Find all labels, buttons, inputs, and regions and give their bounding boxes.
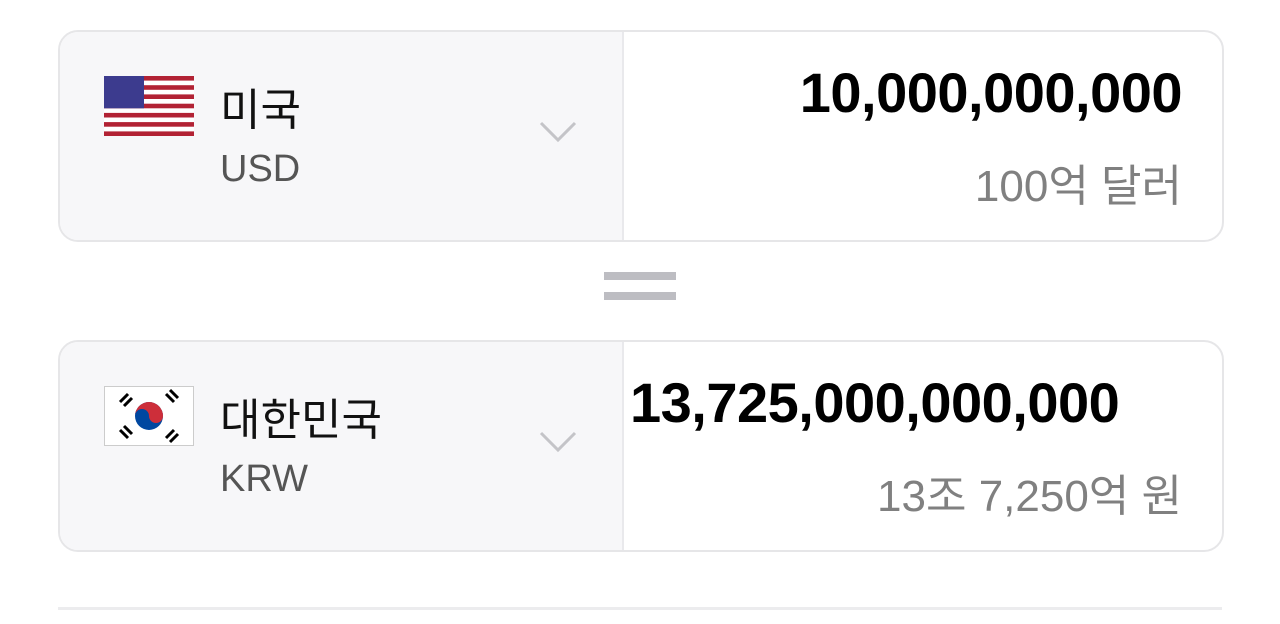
from-currency-selector[interactable]: 미국 USD <box>60 32 624 240</box>
chevron-down-icon <box>539 121 577 143</box>
from-amount-area[interactable]: 10,000,000,000 100억 달러 <box>624 32 1222 240</box>
to-amount-area[interactable]: 13,725,000,000,000 13조 7,250억 원 <box>624 342 1222 550</box>
to-currency-card: 대한민국 KRW 13,725,000,000,000 13조 7,250억 원 <box>58 340 1224 552</box>
chevron-down-icon <box>539 431 577 453</box>
from-country-name: 미국 <box>220 86 301 135</box>
to-country-name: 대한민국 <box>220 396 382 445</box>
from-currency-code: USD <box>220 148 301 190</box>
equals-icon <box>604 272 676 306</box>
to-currency-selector[interactable]: 대한민국 KRW <box>60 342 624 550</box>
divider <box>58 607 1222 610</box>
to-amount-words: 13조 7,250억 원 <box>877 472 1182 521</box>
from-currency-card: 미국 USD 10,000,000,000 100억 달러 <box>58 30 1224 242</box>
kr-flag-icon <box>104 386 194 446</box>
to-currency-code: KRW <box>220 458 308 500</box>
from-amount-words: 100억 달러 <box>974 162 1182 211</box>
us-flag-icon <box>104 76 194 136</box>
to-amount-input[interactable]: 13,725,000,000,000 <box>630 371 1120 434</box>
from-amount-input[interactable]: 10,000,000,000 <box>799 61 1182 124</box>
